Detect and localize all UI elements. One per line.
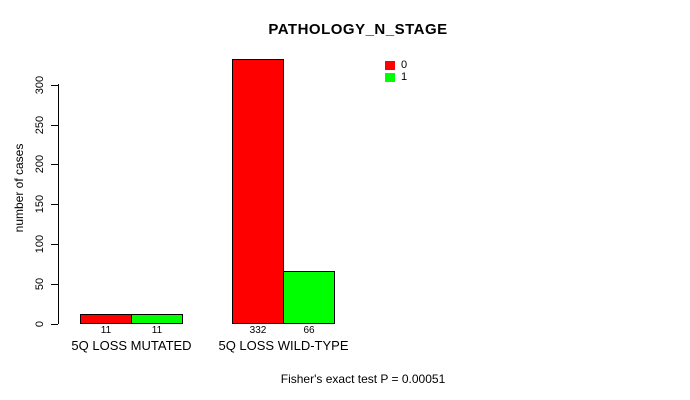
legend-label: 0	[401, 59, 408, 71]
y-tick-mark	[51, 204, 58, 205]
y-tick-mark	[51, 125, 58, 126]
bar-0	[232, 59, 284, 324]
legend-swatch-0	[385, 61, 395, 70]
y-tick-mark	[51, 85, 58, 86]
bar-value-label: 332	[249, 325, 267, 336]
y-tick-label: 250	[34, 115, 46, 135]
y-tick-label: 100	[34, 234, 46, 254]
legend-label: 1	[401, 71, 408, 83]
y-tick-mark	[51, 244, 58, 245]
y-axis-label: number of cases	[12, 143, 26, 233]
y-tick-label: 0	[34, 320, 46, 328]
bar-0	[80, 314, 132, 324]
legend-swatch-1	[385, 73, 395, 82]
bar-value-label: 11	[100, 325, 112, 336]
y-tick-mark	[51, 324, 58, 325]
category-label: 5Q LOSS WILD-TYPE	[218, 338, 349, 353]
bar-value-label: 11	[151, 325, 163, 336]
y-tick-label: 50	[34, 277, 46, 291]
chart-title: PATHOLOGY_N_STAGE	[268, 21, 448, 38]
bar-1	[283, 271, 335, 324]
y-tick-mark	[51, 284, 58, 285]
category-label: 5Q LOSS MUTATED	[71, 338, 192, 353]
y-tick-label: 150	[34, 194, 46, 214]
y-tick-label: 200	[34, 154, 46, 174]
bar-value-label: 66	[303, 325, 315, 336]
y-tick-label: 300	[34, 75, 46, 95]
bar-1	[131, 314, 183, 324]
y-axis-line	[58, 84, 59, 324]
annotation-text: Fisher's exact test P = 0.00051	[280, 372, 446, 386]
y-tick-mark	[51, 164, 58, 165]
